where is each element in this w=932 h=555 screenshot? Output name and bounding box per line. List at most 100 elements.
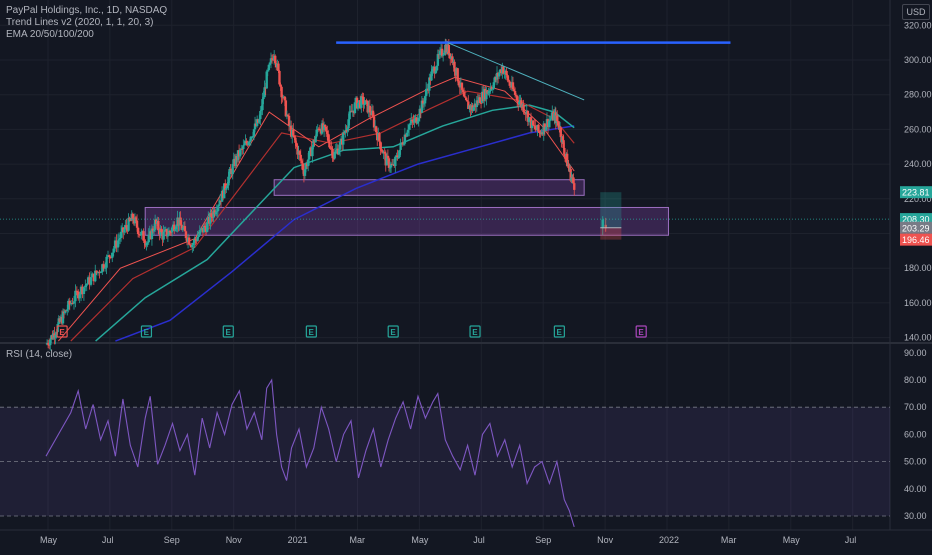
candle xyxy=(489,87,492,92)
candle xyxy=(493,77,497,83)
candle xyxy=(371,110,375,117)
support-zone[interactable] xyxy=(144,206,669,236)
candle xyxy=(334,150,338,152)
candle xyxy=(63,310,67,314)
candle xyxy=(544,126,548,131)
symbol-title[interactable]: PayPal Holdings, Inc., 1D, NASDAQ xyxy=(6,5,168,16)
candle xyxy=(513,91,517,95)
candle xyxy=(518,101,521,105)
candle xyxy=(79,286,83,295)
candle xyxy=(348,111,351,120)
price-tick-label: 300.00 xyxy=(904,55,932,65)
earnings-icon[interactable] xyxy=(305,325,317,338)
candle xyxy=(194,238,197,240)
candle xyxy=(423,96,427,104)
candle xyxy=(330,147,333,149)
candle xyxy=(514,94,518,96)
currency-badge[interactable]: USD xyxy=(902,4,930,20)
earnings-icon-letter: E xyxy=(144,328,150,337)
candle xyxy=(503,72,506,74)
candle xyxy=(214,212,217,215)
candle xyxy=(363,104,366,106)
rsi-legend[interactable]: RSI (14, close) xyxy=(6,349,73,360)
candle xyxy=(173,224,176,231)
candle xyxy=(472,107,475,111)
candle xyxy=(265,71,268,89)
candle xyxy=(491,88,494,90)
candle xyxy=(252,129,256,137)
earnings-icon[interactable] xyxy=(56,325,68,338)
candle xyxy=(198,230,201,236)
candle xyxy=(72,301,76,304)
candle xyxy=(556,121,560,123)
candle xyxy=(308,150,311,160)
candle xyxy=(295,142,298,146)
candle xyxy=(553,113,556,121)
long-position-stop-zone[interactable] xyxy=(600,227,622,240)
candle xyxy=(561,136,565,141)
candle xyxy=(196,236,199,241)
time-tick-label: 2021 xyxy=(288,535,308,545)
earnings-icon[interactable] xyxy=(635,325,647,338)
candle xyxy=(522,104,525,113)
candle xyxy=(572,177,575,184)
candle xyxy=(438,50,442,56)
candle xyxy=(69,303,73,305)
candle xyxy=(278,70,281,85)
earnings-icon[interactable] xyxy=(387,325,399,338)
candle xyxy=(166,234,170,237)
price-badge xyxy=(900,186,932,199)
candle xyxy=(405,132,409,137)
candle xyxy=(403,134,407,144)
long-position-target-zone[interactable] xyxy=(600,192,622,228)
candle xyxy=(192,242,195,245)
candle xyxy=(89,277,93,285)
price-badge xyxy=(900,221,932,234)
indicator-ema-label[interactable]: EMA 20/50/100/200 xyxy=(6,29,94,40)
candle xyxy=(82,287,86,295)
indicator-trendlines-label[interactable]: Trend Lines v2 (2020, 1, 1, 20, 3) xyxy=(6,17,154,28)
earnings-icon[interactable] xyxy=(469,325,481,338)
candle xyxy=(304,163,308,170)
candle xyxy=(573,183,576,190)
time-tick-label: 2022 xyxy=(659,535,679,545)
earnings-icon[interactable] xyxy=(140,325,153,338)
price-tick-label: 180.00 xyxy=(904,263,932,273)
candle xyxy=(151,228,155,232)
descending-trendline[interactable] xyxy=(447,42,585,101)
price-tick-label: 240.00 xyxy=(904,159,932,169)
support-zone[interactable] xyxy=(273,179,585,196)
candle xyxy=(112,248,115,253)
earnings-icon[interactable] xyxy=(553,325,565,338)
candle xyxy=(224,183,227,190)
candle xyxy=(242,145,245,149)
candle xyxy=(78,294,81,299)
candle xyxy=(152,229,156,232)
candle xyxy=(449,53,452,59)
candle xyxy=(88,277,91,285)
price-tick-label: 320.00 xyxy=(904,20,932,30)
candle xyxy=(386,155,390,159)
candle xyxy=(153,219,157,230)
candle xyxy=(66,309,69,311)
earnings-icon[interactable] xyxy=(222,325,234,338)
candle xyxy=(150,228,154,240)
candle xyxy=(175,226,178,230)
ema-100-line xyxy=(95,104,575,342)
candle xyxy=(325,126,328,131)
candle xyxy=(565,153,569,167)
candle xyxy=(537,124,540,132)
candle xyxy=(475,100,479,108)
candle xyxy=(562,140,565,148)
candle xyxy=(523,112,526,114)
candle xyxy=(261,99,264,111)
candle xyxy=(563,147,566,155)
rsi-tick-label: 30.00 xyxy=(904,511,927,521)
candle xyxy=(197,235,200,237)
candle xyxy=(179,217,182,225)
candle xyxy=(206,222,209,232)
candle xyxy=(94,270,97,282)
candle xyxy=(84,285,87,288)
